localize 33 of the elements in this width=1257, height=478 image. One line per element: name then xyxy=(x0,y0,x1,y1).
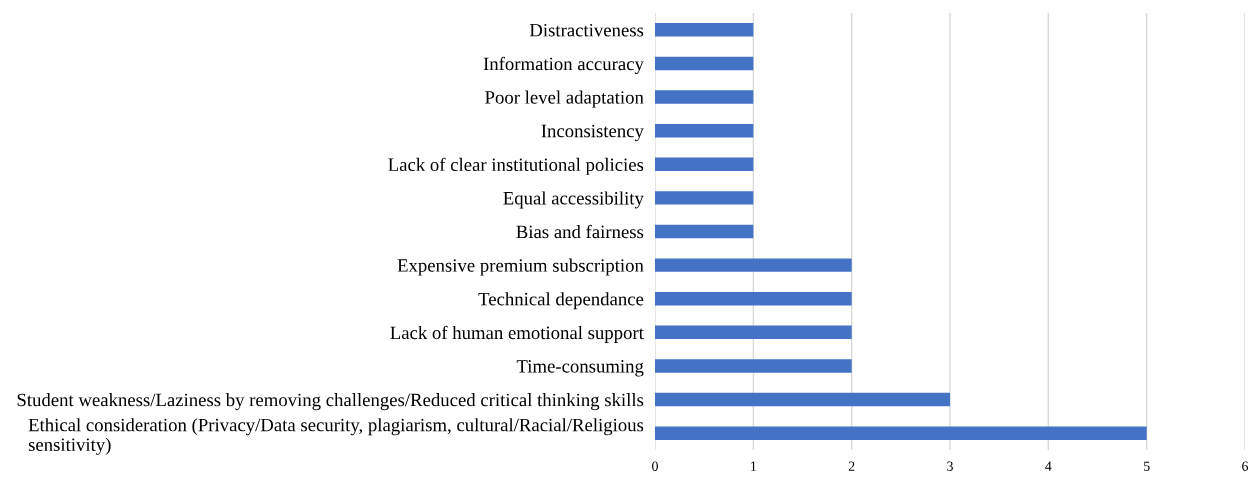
y-tick-label: Poor level adaptation xyxy=(485,90,644,108)
y-tick-label: Student weakness/Laziness by removing challenges/Reduced critical thinking skills xyxy=(17,393,644,411)
bar xyxy=(655,23,754,37)
y-tick-label: Technical dependance xyxy=(478,292,644,310)
x-tick-label: 5 xyxy=(1144,461,1150,471)
x-tick-label: 0 xyxy=(652,461,658,471)
x-tick-label: 1 xyxy=(751,461,756,471)
bar xyxy=(655,224,754,239)
y-tick-label: Lack of human emotional support xyxy=(390,325,644,343)
y-tick-label: Ethical consideration (Privacy/Data security, plagiarism, cultural/Racial/Religious sensitivity) xyxy=(28,418,644,455)
bar xyxy=(655,325,852,340)
bar xyxy=(655,191,754,205)
bar xyxy=(655,292,852,306)
bar xyxy=(655,426,1147,440)
x-tick-label: 3 xyxy=(947,461,953,471)
y-tick-label: Inconsistency xyxy=(541,124,644,142)
y-tick-label: Lack of clear institutional policies xyxy=(388,157,644,175)
x-tick-label: 2 xyxy=(848,461,855,471)
x-tick-label: 6 xyxy=(1242,461,1249,471)
bar xyxy=(655,157,754,171)
y-tick-label: Equal accessibility xyxy=(503,191,644,209)
bar xyxy=(655,90,754,104)
y-tick-label: Expensive premium subscription xyxy=(397,258,644,276)
bar xyxy=(655,392,950,407)
bar xyxy=(655,359,852,373)
bar xyxy=(655,258,852,272)
bar xyxy=(655,56,754,71)
bar xyxy=(655,123,754,138)
x-tick-label: 4 xyxy=(1045,461,1052,471)
y-tick-label: Distractiveness xyxy=(529,23,644,37)
y-tick-label: Bias and fairness xyxy=(516,224,644,239)
y-tick-label: Information accuracy xyxy=(483,56,644,75)
y-tick-label: Time-consuming xyxy=(516,360,644,377)
